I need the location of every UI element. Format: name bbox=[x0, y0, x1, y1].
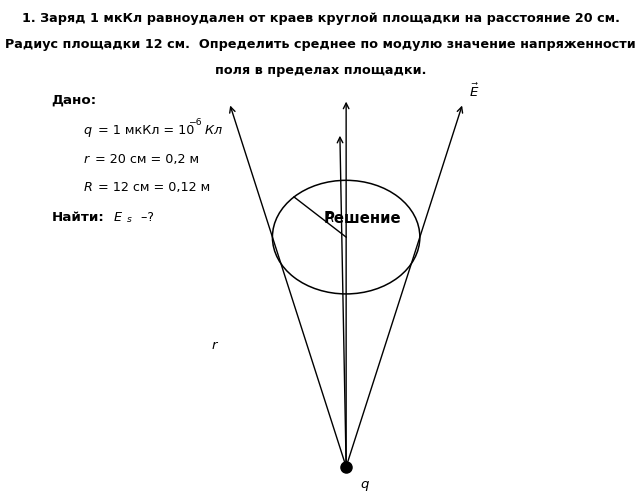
Text: $\vec{E}$: $\vec{E}$ bbox=[469, 83, 479, 100]
Text: s: s bbox=[127, 215, 132, 224]
Text: Найти:: Найти: bbox=[51, 211, 104, 224]
Text: поля в пределах площадки.: поля в пределах площадки. bbox=[215, 64, 426, 77]
Text: R: R bbox=[326, 212, 335, 225]
Text: r: r bbox=[212, 339, 217, 352]
Text: –?: –? bbox=[137, 211, 154, 224]
Text: Радиус площадки 12 см.  Определить среднее по модулю значение напряженности: Радиус площадки 12 см. Определить средне… bbox=[5, 38, 636, 51]
Text: Решение: Решение bbox=[323, 211, 401, 226]
Text: E: E bbox=[114, 211, 122, 224]
Text: 1. Заряд 1 мкКл равноудален от краев круглой площадки на расстояние 20 см.: 1. Заряд 1 мкКл равноудален от краев кру… bbox=[22, 12, 619, 25]
Text: q: q bbox=[360, 478, 369, 491]
Text: R: R bbox=[83, 181, 92, 194]
Text: q: q bbox=[83, 124, 92, 137]
Text: Дано:: Дано: bbox=[51, 93, 96, 106]
Text: Кл: Кл bbox=[201, 124, 222, 137]
Text: = 20 см = 0,2 м: = 20 см = 0,2 м bbox=[91, 153, 199, 165]
Text: = 12 см = 0,12 м: = 12 см = 0,12 м bbox=[94, 181, 210, 194]
Text: −6: −6 bbox=[188, 118, 202, 127]
Text: r: r bbox=[83, 153, 88, 165]
Text: = 1 мкКл = 10: = 1 мкКл = 10 bbox=[94, 124, 194, 137]
